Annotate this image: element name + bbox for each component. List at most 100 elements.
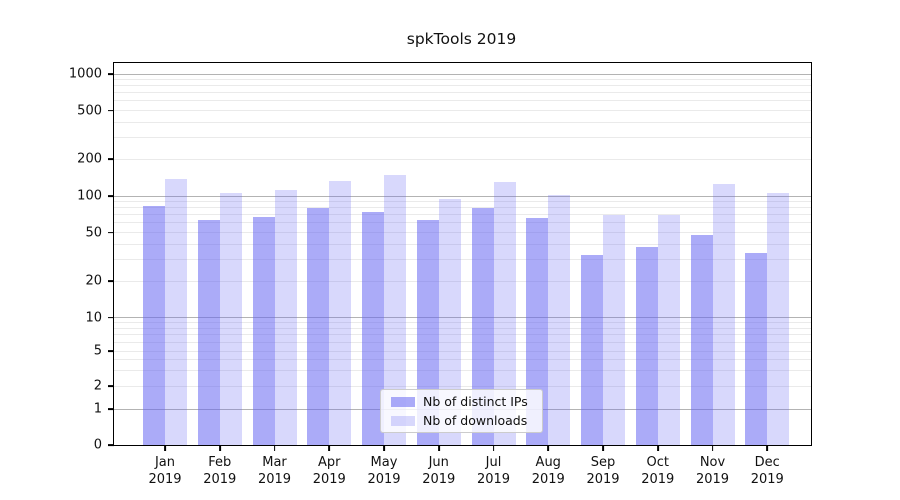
chart-title: spkTools 2019 bbox=[406, 30, 517, 48]
x-tick-mark-oct bbox=[656, 445, 659, 451]
x-tick-label-jul: Jul 2019 bbox=[476, 455, 511, 487]
y-tick-mark-5 bbox=[108, 350, 114, 352]
bar-downloads-aug bbox=[548, 195, 571, 445]
y-tick-mark-2 bbox=[108, 385, 114, 387]
gridline-minor-4 bbox=[114, 359, 811, 361]
x-tick-mark-jan bbox=[164, 445, 166, 451]
y-tick-label-0: 0 bbox=[93, 437, 102, 453]
x-tick-mark-feb bbox=[218, 445, 221, 451]
gridline-minor-50 bbox=[114, 232, 811, 233]
y-tick-label-20: 20 bbox=[85, 273, 102, 289]
bar-ips-mar bbox=[252, 217, 275, 445]
x-tick-label-sep: Sep 2019 bbox=[586, 455, 620, 487]
y-tick-label-1: 1 bbox=[93, 401, 102, 417]
gridline-minor-200 bbox=[114, 158, 811, 160]
bar-downloads-jan bbox=[165, 179, 187, 445]
x-tick-label-aug: Aug 2019 bbox=[531, 455, 565, 487]
gridline-minor-600 bbox=[114, 100, 811, 102]
bar-downloads-oct bbox=[657, 214, 680, 445]
x-tick-mark-jul bbox=[492, 445, 495, 451]
y-tick-label-2: 2 bbox=[93, 378, 102, 394]
y-tick-mark-500 bbox=[108, 109, 114, 112]
y-tick-mark-100 bbox=[108, 195, 114, 197]
gridline-minor-90 bbox=[114, 201, 811, 203]
y-tick-mark-1 bbox=[108, 408, 114, 411]
gridline-minor-60 bbox=[114, 222, 811, 224]
gridline-minor-900 bbox=[114, 79, 811, 81]
x-tick-label-apr: Apr 2019 bbox=[312, 455, 346, 487]
gridline-minor-9 bbox=[114, 322, 811, 324]
legend: Nb of distinct IPs Nb of downloads bbox=[380, 389, 543, 433]
bar-ips-sep bbox=[581, 254, 603, 445]
legend-swatch-icon bbox=[391, 415, 415, 426]
gridline-minor-20 bbox=[114, 280, 811, 282]
bar-downloads-nov bbox=[712, 184, 735, 445]
x-tick-label-mar: Mar 2019 bbox=[257, 455, 292, 487]
gridline-minor-40 bbox=[114, 243, 811, 245]
y-tick-mark-50 bbox=[108, 231, 114, 234]
gridline-minor-5 bbox=[114, 350, 811, 352]
bar-downloads-sep bbox=[603, 214, 625, 445]
bar-downloads-apr bbox=[329, 180, 352, 445]
gridline-major-100 bbox=[114, 195, 811, 197]
bar-ips-oct bbox=[635, 247, 658, 445]
y-tick-mark-1000 bbox=[108, 73, 114, 75]
gridline-minor-70 bbox=[114, 214, 811, 216]
legend-label: Nb of downloads bbox=[423, 413, 528, 428]
x-tick-mark-sep bbox=[602, 445, 604, 451]
x-tick-mark-aug bbox=[547, 445, 550, 451]
x-tick-label-dec: Dec 2019 bbox=[750, 455, 784, 487]
gridline-minor-400 bbox=[114, 121, 811, 123]
legend-label: Nb of distinct IPs bbox=[423, 394, 528, 409]
x-tick-label-jun: Jun 2019 bbox=[422, 455, 456, 487]
x-tick-mark-jun bbox=[437, 445, 440, 451]
bar-ips-aug bbox=[526, 217, 549, 445]
x-tick-mark-dec bbox=[766, 445, 769, 451]
bar-ips-nov bbox=[690, 234, 713, 445]
gridline-major-10 bbox=[114, 317, 811, 318]
gridline-minor-8 bbox=[114, 327, 811, 329]
bar-downloads-dec bbox=[767, 192, 790, 445]
y-tick-label-50: 50 bbox=[85, 225, 102, 240]
plot-area: 1000 500 200 100 50 20 10 5 2 1 0 Jan 2019 Feb 2019… bbox=[69, 62, 812, 487]
x-tick-label-oct: Oct 2019 bbox=[641, 455, 675, 487]
y-tick-mark-0 bbox=[108, 444, 114, 446]
gridline-major-1000 bbox=[114, 73, 811, 75]
y-tick-label-1000: 1000 bbox=[68, 66, 102, 82]
y-tick-mark-20 bbox=[108, 280, 114, 282]
y-tick-label-5: 5 bbox=[93, 343, 102, 359]
bar-ips-jul bbox=[471, 208, 494, 445]
x-tick-mark-nov bbox=[711, 445, 714, 451]
bar-ips-jun bbox=[416, 220, 439, 445]
gridline-minor-300 bbox=[114, 137, 811, 139]
gridline-minor-30 bbox=[114, 259, 811, 261]
gridline-minor-2 bbox=[114, 385, 811, 387]
bar-ips-dec bbox=[745, 252, 768, 445]
x-tick-mark-apr bbox=[328, 445, 331, 451]
legend-item-downloads: Nb of downloads bbox=[381, 413, 542, 428]
bar-ips-apr bbox=[307, 208, 330, 445]
y-tick-label-200: 200 bbox=[77, 151, 102, 167]
gridline-minor-700 bbox=[114, 92, 811, 94]
gridline-minor-3 bbox=[114, 370, 811, 371]
bar-downloads-feb bbox=[219, 193, 242, 445]
bar-downloads-jun bbox=[438, 198, 461, 445]
gridline-minor-800 bbox=[114, 85, 811, 87]
legend-swatch-icon bbox=[391, 396, 415, 407]
y-tick-label-500: 500 bbox=[77, 103, 102, 118]
bar-downloads-jul bbox=[493, 181, 516, 445]
x-tick-label-jan: Jan 2019 bbox=[148, 455, 182, 487]
y-tick-label-10: 10 bbox=[85, 310, 102, 325]
x-tick-label-may: May 2019 bbox=[367, 455, 401, 487]
y-tick-mark-10 bbox=[108, 316, 114, 319]
bar-downloads-mar bbox=[274, 190, 297, 445]
x-tick-label-feb: Feb 2019 bbox=[203, 455, 237, 487]
gridline-minor-500 bbox=[114, 110, 811, 111]
legend-item-distinct-ips: Nb of distinct IPs bbox=[381, 394, 542, 409]
y-tick-mark-200 bbox=[108, 158, 114, 161]
gridline-minor-7 bbox=[114, 334, 811, 336]
x-tick-mark-mar bbox=[273, 445, 276, 451]
bar-ips-feb bbox=[197, 220, 220, 445]
gridline-minor-6 bbox=[114, 341, 811, 343]
